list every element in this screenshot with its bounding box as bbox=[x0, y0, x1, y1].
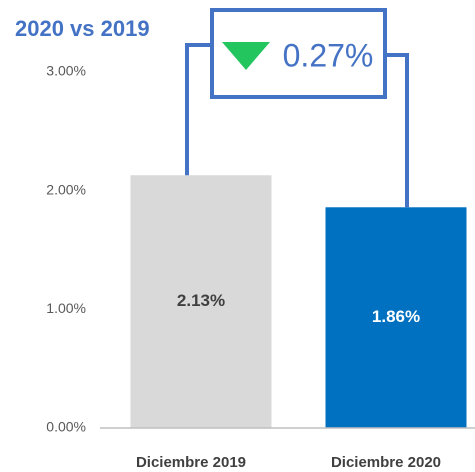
y-tick-label: 0.00% bbox=[46, 419, 86, 435]
value-label: 1.86% bbox=[372, 307, 420, 326]
x-tick-label: Diciembre 2020 bbox=[331, 454, 441, 471]
trend-arrow bbox=[222, 42, 270, 70]
y-tick-label: 2.00% bbox=[46, 181, 86, 197]
annotation-box bbox=[210, 8, 387, 99]
connector bbox=[385, 53, 409, 208]
chart-title: 2020 vs 2019 bbox=[15, 16, 150, 41]
bar bbox=[325, 207, 467, 428]
x-tick-label: Diciembre 2019 bbox=[136, 454, 246, 471]
connector bbox=[185, 43, 212, 176]
bar bbox=[130, 175, 272, 428]
y-tick-label: 3.00% bbox=[46, 63, 86, 79]
y-tick-label: 1.00% bbox=[46, 300, 86, 316]
value-label: 2.13% bbox=[177, 291, 225, 310]
annotation-text: 0.27% bbox=[283, 37, 374, 73]
